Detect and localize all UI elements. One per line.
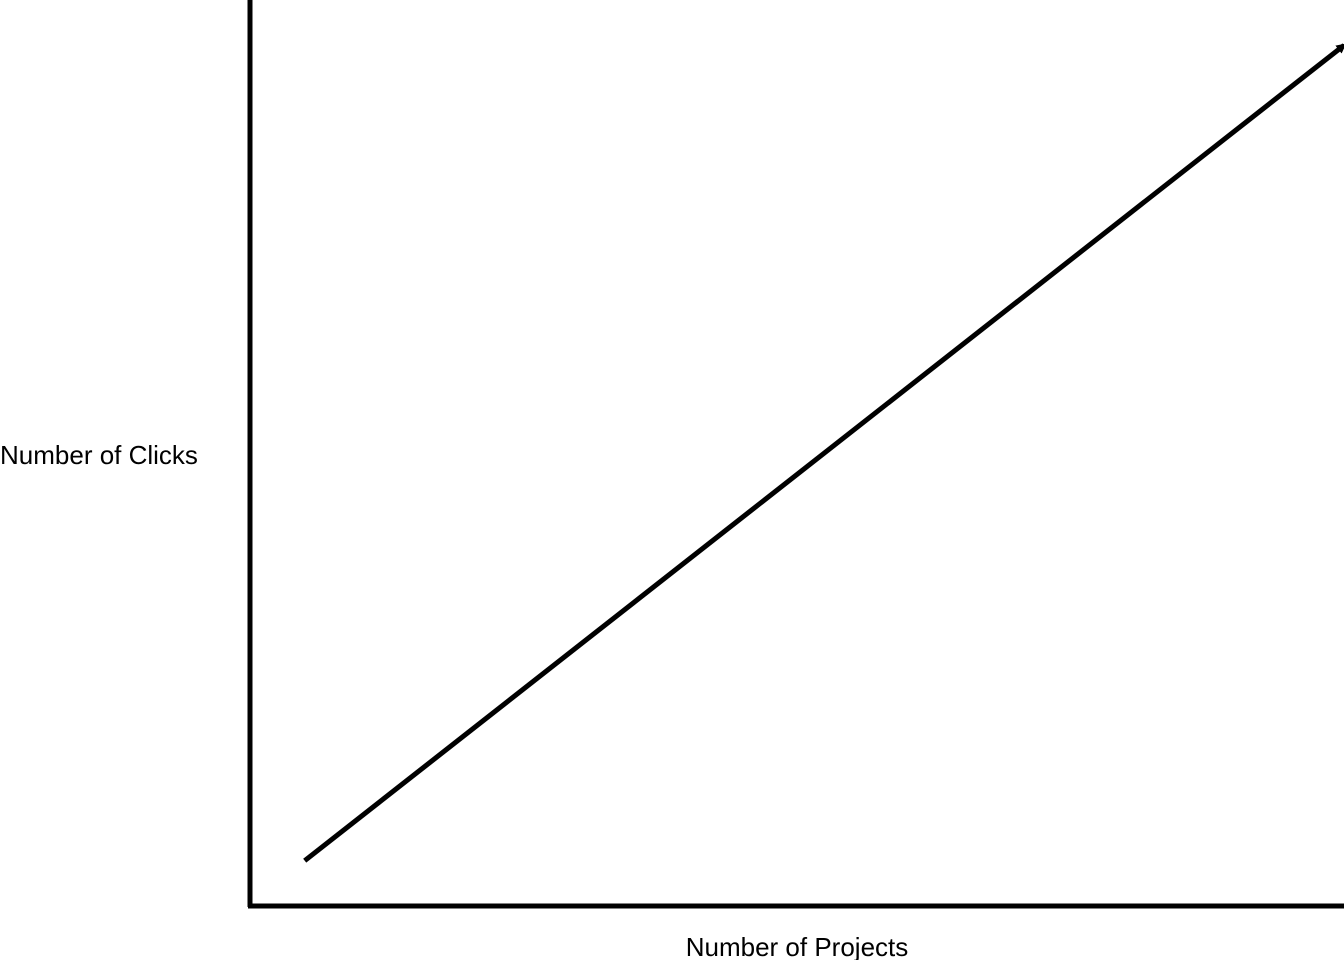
series-layer: [303, 43, 1344, 863]
x-axis-label: Number of Projects: [686, 932, 909, 960]
series-line-0: [303, 43, 1344, 863]
y-axis-label: Number of Clicks: [0, 440, 198, 470]
